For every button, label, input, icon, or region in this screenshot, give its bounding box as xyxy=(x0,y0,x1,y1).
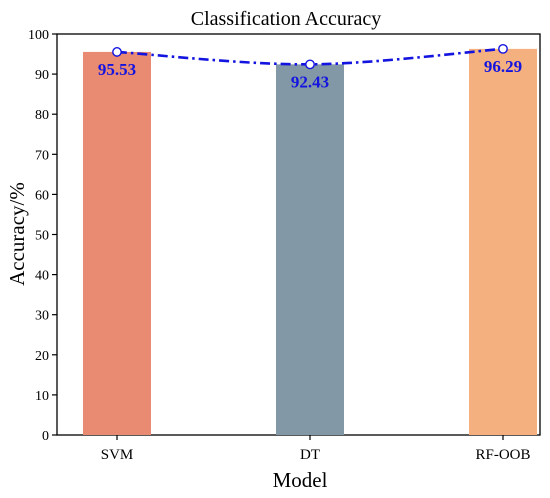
x-tick-label: DT xyxy=(300,447,320,463)
x-axis-label: Model xyxy=(273,468,328,492)
line-marker-svm xyxy=(112,47,122,57)
data-label: 95.53 xyxy=(98,60,136,79)
y-tick-label: 70 xyxy=(35,148,49,163)
y-tick-label: 30 xyxy=(35,309,49,324)
y-tick-label: 80 xyxy=(35,108,49,123)
bars xyxy=(83,48,537,435)
data-label: 96.29 xyxy=(484,57,522,76)
bar-dt xyxy=(276,64,344,435)
y-tick-label: 0 xyxy=(42,429,49,444)
value-line xyxy=(112,43,508,70)
data-labels: 95.53 92.43 96.29 xyxy=(98,57,522,91)
line-marker-rf-oob xyxy=(498,43,508,54)
y-tick-label: 60 xyxy=(35,188,49,203)
y-axis-label: Accuracy/% xyxy=(5,182,29,286)
y-tick-label: 50 xyxy=(35,229,49,244)
bar-rf-oob xyxy=(469,48,537,435)
y-tick-label: 10 xyxy=(35,389,49,404)
y-tick-label: 40 xyxy=(35,269,49,284)
y-tick-label: 90 xyxy=(35,68,49,83)
bar-svm xyxy=(83,51,151,435)
data-label: 92.43 xyxy=(291,72,329,91)
y-tick-label: 20 xyxy=(35,349,49,364)
chart-title: Classification Accuracy xyxy=(191,8,382,30)
x-axis: SVM DT RF-OOB xyxy=(101,435,531,463)
line-marker-dt xyxy=(305,59,315,70)
x-tick-label: SVM xyxy=(101,447,134,463)
y-tick-label: 100 xyxy=(28,28,49,43)
x-tick-label: RF-OOB xyxy=(475,447,530,463)
y-axis: 0 10 20 30 40 50 60 70 80 90 100 xyxy=(28,28,57,444)
